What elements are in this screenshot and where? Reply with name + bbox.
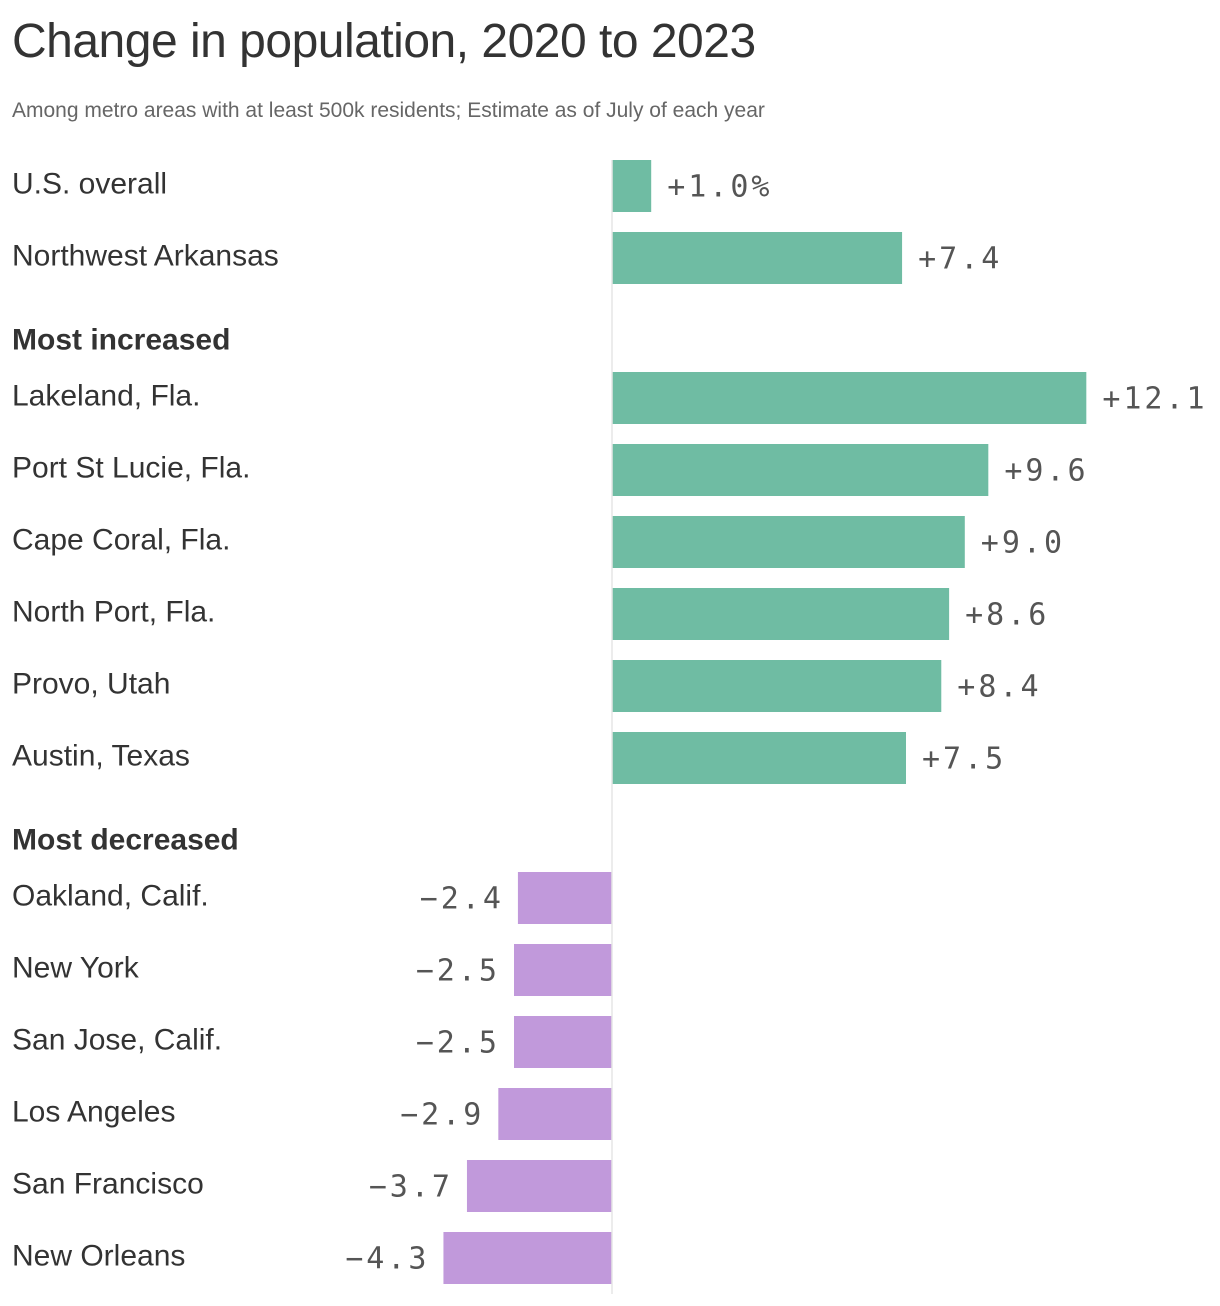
bar-positive: [612, 444, 989, 496]
chart-subtitle: Among metro areas with at least 500k res…: [12, 99, 765, 122]
category-label: Port St Lucie, Fla.: [12, 452, 250, 485]
bar-negative: [514, 1016, 612, 1068]
category-label: New Orleans: [12, 1240, 185, 1273]
category-label: Austin, Texas: [12, 740, 190, 773]
category-label: Northwest Arkansas: [12, 240, 279, 273]
category-label: Los Angeles: [12, 1096, 175, 1129]
value-label: +8.4: [957, 670, 1041, 705]
value-label: +1.0%: [667, 170, 772, 205]
bar-negative: [466, 1160, 612, 1212]
bar-negative: [443, 1232, 612, 1284]
value-label: +9.0: [981, 526, 1065, 561]
bar-positive: [612, 372, 1087, 424]
bar-positive: [612, 516, 965, 568]
category-label: San Jose, Calif.: [12, 1024, 222, 1057]
bar-positive: [612, 160, 652, 212]
bar-positive: [612, 732, 906, 784]
category-label: San Francisco: [12, 1168, 204, 1201]
value-label: −4.3: [345, 1242, 429, 1277]
value-label: −2.5: [416, 1026, 500, 1061]
chart-title: Change in population, 2020 to 2023: [12, 15, 756, 68]
bar-positive: [612, 232, 903, 284]
category-label: Cape Coral, Fla.: [12, 524, 230, 557]
value-label: −2.5: [416, 954, 500, 989]
value-label: +7.4: [918, 242, 1002, 277]
category-label: Lakeland, Fla.: [12, 380, 200, 413]
value-label: −2.9: [400, 1098, 484, 1133]
bar-positive: [612, 660, 942, 712]
value-label: +9.6: [1004, 454, 1088, 489]
value-label: +8.6: [965, 598, 1049, 633]
category-label: New York: [12, 952, 140, 985]
value-label: +7.5: [922, 742, 1006, 777]
category-label: Provo, Utah: [12, 668, 170, 701]
bar-negative: [514, 944, 612, 996]
group-header: Most decreased: [12, 824, 239, 857]
value-label: +12.1: [1102, 382, 1207, 417]
category-label: U.S. overall: [12, 168, 167, 201]
bar-positive: [612, 588, 950, 640]
value-label: −2.4: [420, 882, 504, 917]
bar-negative: [498, 1088, 612, 1140]
category-label: Oakland, Calif.: [12, 880, 209, 913]
value-label: −3.7: [369, 1170, 453, 1205]
group-header: Most increased: [12, 324, 230, 357]
category-label: North Port, Fla.: [12, 596, 215, 629]
bar-negative: [517, 872, 612, 924]
